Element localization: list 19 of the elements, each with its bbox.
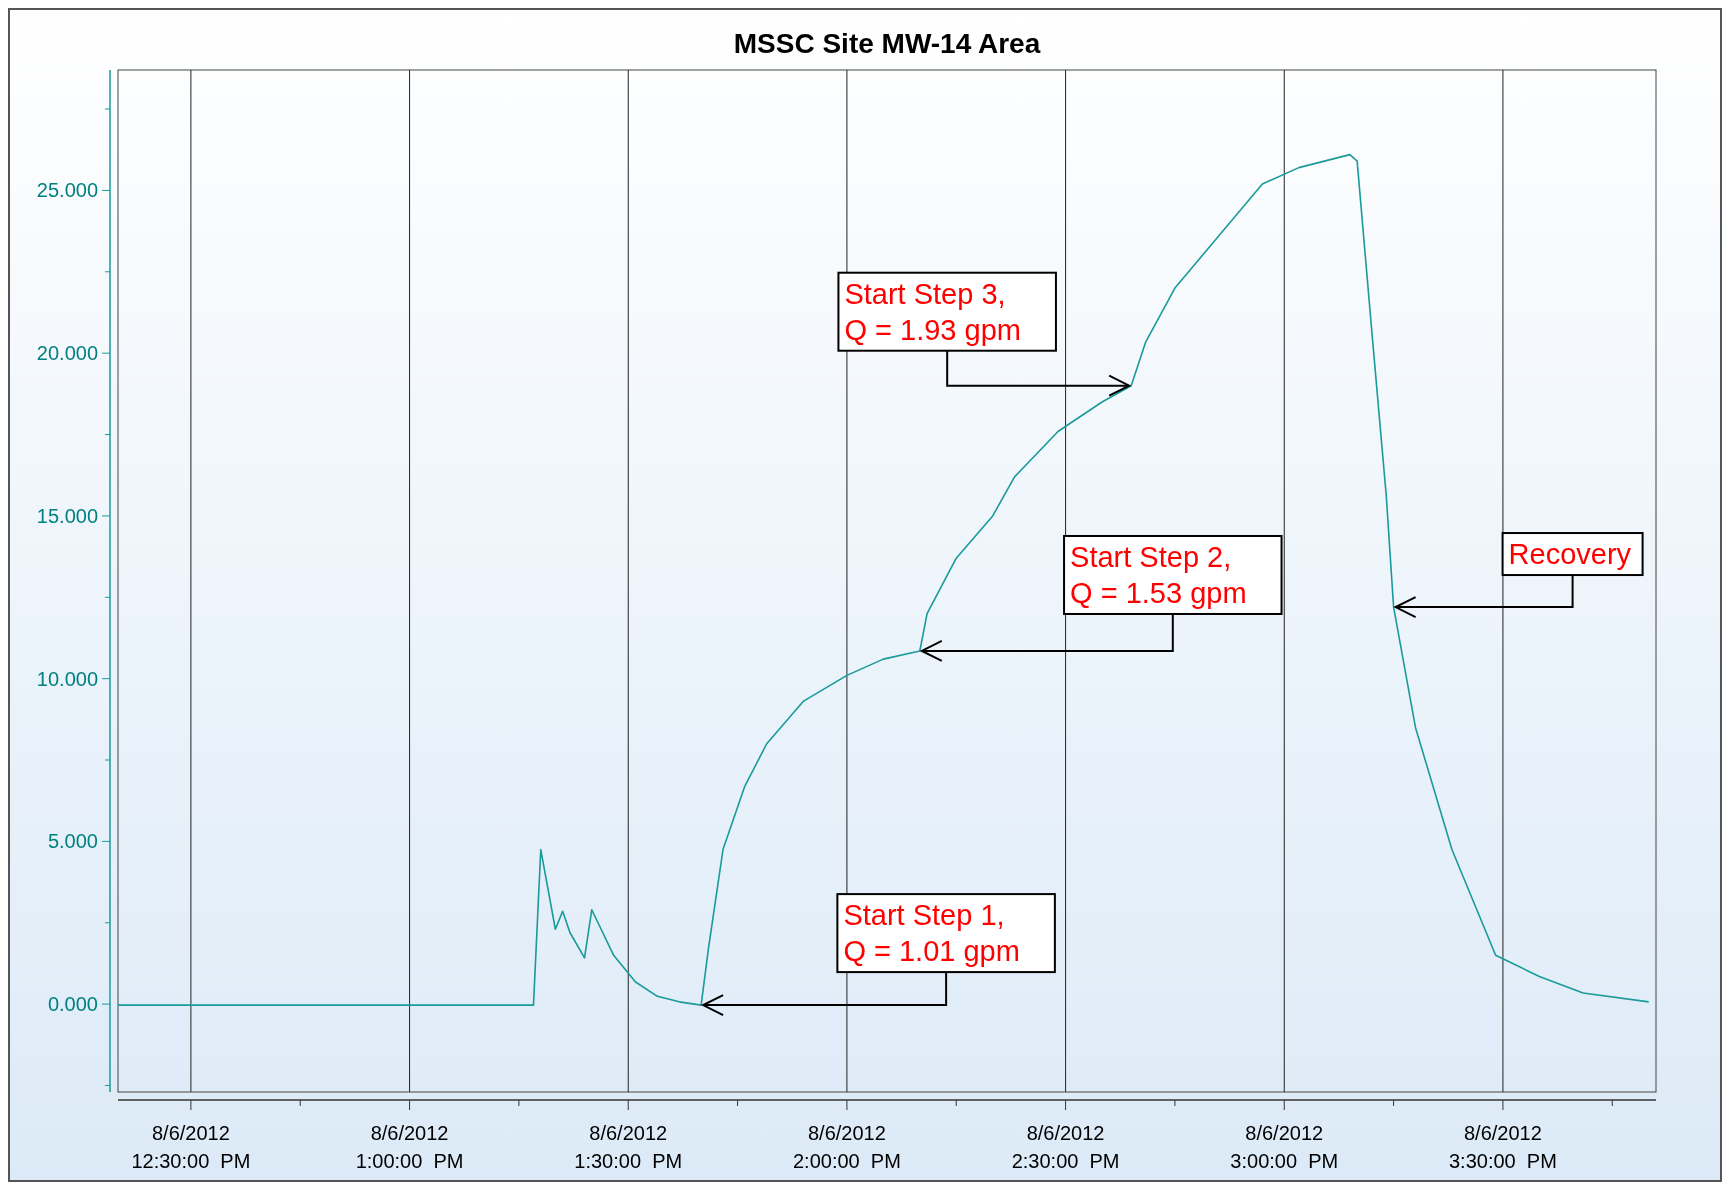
line-series xyxy=(117,153,1650,1006)
x-tick-label: 8/6/2012 2:00:00 PM xyxy=(792,1122,901,1172)
y-tick-label: 15.000 xyxy=(36,504,98,527)
y-tick-label: 5.000 xyxy=(47,830,98,853)
x-tick-label: 8/6/2012 3:00:00 PM xyxy=(1230,1122,1339,1172)
y-tick-label: 0.000 xyxy=(47,993,98,1016)
annotation: Start Step 1, Q = 1.01 gpm xyxy=(843,899,1020,968)
x-tick-label: 8/6/2012 1:00:00 PM xyxy=(355,1122,464,1172)
annotation: Start Step 3, Q = 1.93 gpm xyxy=(844,277,1021,346)
annotation: Start Step 2, Q = 1.53 gpm xyxy=(1070,540,1247,609)
x-tick-label: 8/6/2012 1:30:00 PM xyxy=(574,1122,683,1172)
y-tick-label: 25.000 xyxy=(36,179,98,202)
x-tick-label: 8/6/2012 2:30:00 PM xyxy=(1011,1122,1120,1172)
y-tick-label: 20.000 xyxy=(36,342,98,365)
y-tick-label: 10.000 xyxy=(36,667,98,690)
x-tick-label: 8/6/2012 3:30:00 PM xyxy=(1449,1122,1557,1172)
chart-title: MSSC Site MW-14 Area xyxy=(733,28,1041,59)
x-tick-label: 8/6/2012 12:30:00 PM xyxy=(131,1122,251,1172)
annotation: Recovery xyxy=(1508,538,1632,571)
